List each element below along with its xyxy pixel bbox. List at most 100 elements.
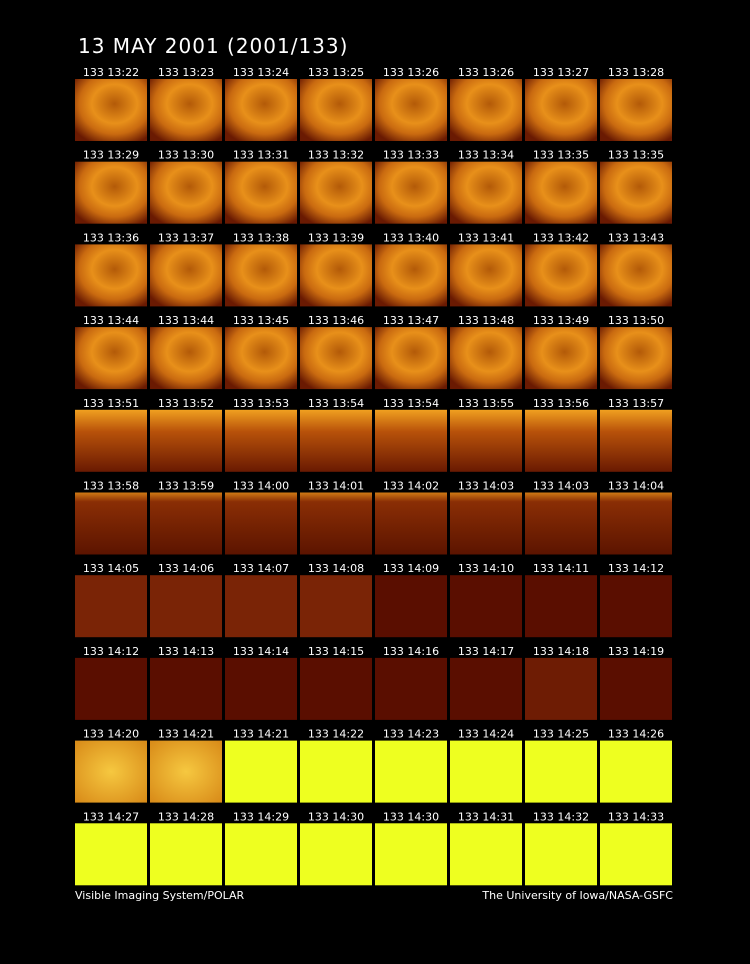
- frame-image: [600, 161, 672, 224]
- frame-image: [75, 161, 147, 224]
- frame-label: 133 14:30: [383, 810, 439, 823]
- frame-image: [75, 823, 147, 886]
- frame-label: 133 13:39: [308, 231, 364, 244]
- frame-image: [300, 409, 372, 472]
- frame-image: [375, 823, 447, 886]
- frame-image: [150, 327, 222, 390]
- frame-image: [450, 409, 522, 472]
- frame-image: [375, 79, 447, 141]
- frame-image: [450, 79, 522, 141]
- frame-label: 133 14:31: [458, 810, 514, 823]
- frame-image: [225, 409, 297, 472]
- frame-image: [600, 79, 672, 141]
- frame-label: 133 13:48: [458, 314, 514, 327]
- frame-image: [450, 244, 522, 307]
- frame-label: 133 14:24: [458, 728, 514, 741]
- frame-label: 133 13:37: [158, 231, 214, 244]
- frame-label: 133 13:23: [158, 66, 214, 79]
- frame-label: 133 14:21: [233, 728, 289, 741]
- frame-label: 133 13:27: [533, 66, 589, 79]
- frame-label: 133 13:51: [83, 397, 139, 410]
- frame-label: 133 14:15: [308, 645, 364, 658]
- frame-image: [150, 492, 222, 555]
- frame-image: [75, 409, 147, 472]
- frame-image: [225, 492, 297, 555]
- frame-label: 133 13:54: [308, 397, 364, 410]
- frame-label: 133 13:56: [533, 397, 589, 410]
- frame-label: 133 13:44: [83, 314, 139, 327]
- frame-image: [375, 161, 447, 224]
- frame-image: [450, 823, 522, 886]
- frame-label: 133 13:58: [83, 480, 139, 493]
- frame-label: 133 14:03: [458, 480, 514, 493]
- frame-image: [300, 161, 372, 224]
- frame-image: [525, 327, 597, 390]
- frame-image: [375, 409, 447, 472]
- frame-label: 133 14:33: [608, 810, 664, 823]
- frame-label: 133 13:41: [458, 231, 514, 244]
- frame-label: 133 13:54: [383, 397, 439, 410]
- frame-image: [450, 575, 522, 638]
- frame-image: [225, 79, 297, 141]
- frame-image: [75, 740, 147, 803]
- frame-image: [150, 657, 222, 720]
- frame-label: 133 13:59: [158, 480, 214, 493]
- frame-label: 133 14:17: [458, 645, 514, 658]
- frame-image: [75, 244, 147, 307]
- frame-image: [225, 161, 297, 224]
- frame-image: [300, 244, 372, 307]
- frame-label: 133 13:35: [608, 149, 664, 162]
- frame-label: 133 14:27: [83, 810, 139, 823]
- frame-image: [450, 492, 522, 555]
- frame-image: [600, 409, 672, 472]
- frame-label: 133 14:08: [308, 562, 364, 575]
- frame-image: [525, 244, 597, 307]
- frame-label: 133 13:43: [608, 231, 664, 244]
- frame-image: [375, 244, 447, 307]
- frame-label: 133 14:32: [533, 810, 589, 823]
- frame-label: 133 14:12: [83, 645, 139, 658]
- frame-label: 133 14:02: [383, 480, 439, 493]
- frame-label: 133 13:50: [608, 314, 664, 327]
- frame-label: 133 14:23: [383, 728, 439, 741]
- frame-image: [450, 327, 522, 390]
- frame-image: [525, 409, 597, 472]
- frame-image: [525, 492, 597, 555]
- frame-image: [150, 79, 222, 141]
- frame-image: [150, 823, 222, 886]
- frame-label: 133 13:44: [158, 314, 214, 327]
- frame-label: 133 13:53: [233, 397, 289, 410]
- frame-label: 133 13:46: [308, 314, 364, 327]
- frame-label: 133 14:11: [533, 562, 589, 575]
- frame-image: [300, 657, 372, 720]
- frame-image: [600, 492, 672, 555]
- frame-label: 133 14:20: [83, 728, 139, 741]
- frame-image: [75, 327, 147, 390]
- frame-image: [300, 492, 372, 555]
- frame-image: [225, 327, 297, 390]
- frame-image: [150, 740, 222, 803]
- frame-label: 133 14:06: [158, 562, 214, 575]
- frame-label: 133 14:05: [83, 562, 139, 575]
- frame-label: 133 13:57: [608, 397, 664, 410]
- frame-label: 133 14:14: [233, 645, 289, 658]
- frame-image: [300, 79, 372, 141]
- frame-label: 133 14:21: [158, 728, 214, 741]
- frame-image: [450, 161, 522, 224]
- frame-image: [450, 657, 522, 720]
- frame-label: 133 13:36: [83, 231, 139, 244]
- frame-label: 133 13:30: [158, 149, 214, 162]
- frame-image: [300, 740, 372, 803]
- frame-label: 133 13:34: [458, 149, 514, 162]
- frame-label: 133 13:33: [383, 149, 439, 162]
- footer-right: The University of Iowa/NASA-GSFC: [481, 889, 673, 902]
- frame-image: [600, 575, 672, 638]
- frame-image: [225, 657, 297, 720]
- frame-label: 133 13:45: [233, 314, 289, 327]
- frame-image: [600, 327, 672, 390]
- frame-label: 133 13:35: [533, 149, 589, 162]
- frame-label: 133 13:22: [83, 66, 139, 79]
- frame-image: [225, 575, 297, 638]
- frame-label: 133 14:00: [233, 480, 289, 493]
